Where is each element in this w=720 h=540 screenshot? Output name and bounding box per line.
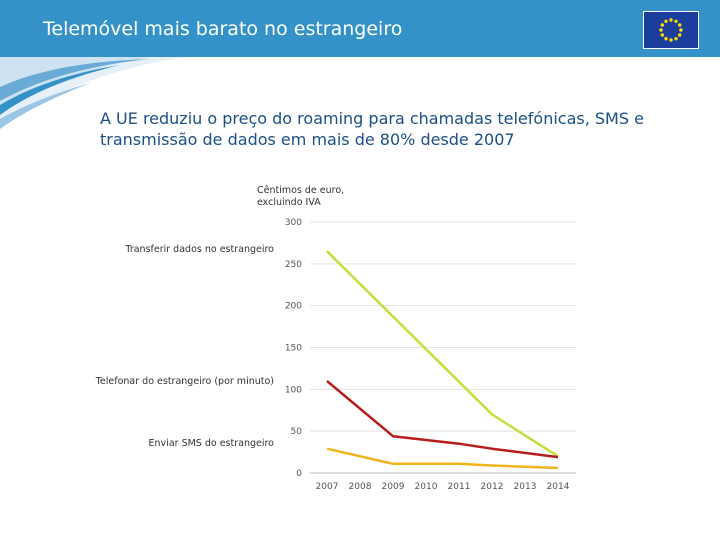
series-label-sms: Enviar SMS do estrangeiro (148, 438, 274, 449)
y-tick-label: 100 (285, 385, 302, 395)
x-tick-label: 2012 (481, 482, 504, 492)
y-tick-label: 150 (285, 344, 302, 354)
x-tick-label: 2007 (316, 482, 339, 492)
series-label-data: Transferir dados no estrangeiro (125, 244, 274, 255)
y-axis-unit-label: Cêntimos de euro, excluindo IVA (257, 185, 345, 208)
decorative-swoosh (0, 57, 190, 129)
header-bar: Telemóvel mais barato no estrangeiro (0, 0, 720, 57)
x-tick-label: 2010 (415, 482, 438, 492)
series-label-calls: Telefonar do estrangeiro (por minuto) (95, 376, 274, 387)
x-tick-label: 2013 (514, 482, 537, 492)
x-tick-label: 2008 (349, 482, 372, 492)
eu-flag-icon (643, 11, 699, 49)
series-line-0 (326, 250, 559, 458)
y-tick-label: 250 (285, 260, 302, 270)
x-tick-label: 2011 (448, 482, 471, 492)
y-tick-label: 0 (296, 469, 302, 479)
y-tick-label: 200 (285, 302, 302, 312)
x-tick-label: 2014 (547, 482, 570, 492)
eu-flag-stars (659, 18, 683, 42)
page-title: Telemóvel mais barato no estrangeiro (43, 18, 403, 40)
x-tick-label: 2009 (382, 482, 405, 492)
y-tick-label: 50 (291, 427, 303, 437)
series-line-1 (326, 380, 559, 459)
y-tick-label: 300 (285, 218, 302, 228)
chart-title: A UE reduziu o preço do roaming para cha… (100, 109, 644, 149)
